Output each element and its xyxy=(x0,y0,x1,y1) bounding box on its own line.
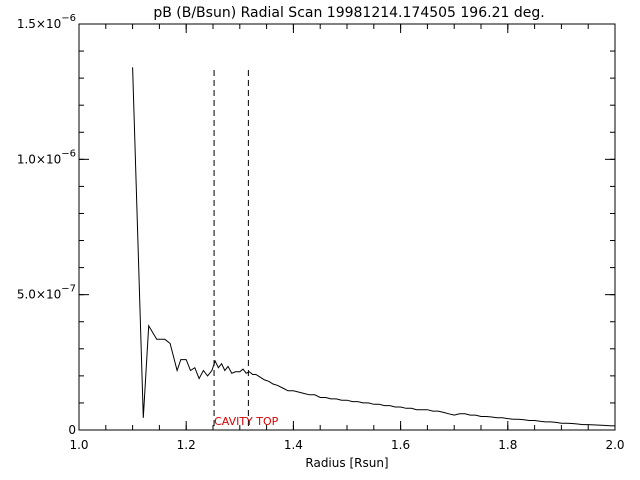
y-tick-exponent: −7 xyxy=(61,284,76,295)
axis-labels: 1.0 1.2 1.4 1.6 1.8 2.005.0×10−71.0×10−61.5×1… xyxy=(17,13,625,452)
y-tick-exponent: −6 xyxy=(61,13,76,24)
x-tick-label: 1.2 xyxy=(177,438,196,452)
y-tick-mantissa: 0 xyxy=(68,423,76,437)
x-axis-label: Radius [Rsun] xyxy=(305,456,388,470)
y-tick-mantissa: 5.0×10 xyxy=(17,288,61,302)
x-tick-label: 1.6 xyxy=(391,438,410,452)
axis-ticks xyxy=(78,23,616,431)
y-tick-label: 0 xyxy=(68,423,76,437)
cavity-top-annotation: CAVITY TOP xyxy=(214,415,279,428)
y-tick-exponent: −6 xyxy=(61,148,76,159)
y-tick-mantissa: 1.5×10 xyxy=(17,17,61,31)
chart-title: pB (B/Bsun) Radial Scan 19981214.174505 … xyxy=(153,5,544,21)
x-tick-label: 1.4 xyxy=(284,438,303,452)
x-tick-label: 1.0 xyxy=(69,438,88,452)
y-tick-label: 1.0×10−6 xyxy=(17,148,76,166)
y-tick-label: 1.5×10−6 xyxy=(17,13,76,31)
plot-marks: CAVITY TOP xyxy=(132,67,616,430)
pb-series-line xyxy=(132,67,616,427)
y-tick-label: 5.0×10−7 xyxy=(17,284,76,302)
plot-frame xyxy=(78,23,616,431)
x-tick-label: 2.0 xyxy=(605,438,624,452)
x-tick-label: 1.8 xyxy=(498,438,517,452)
y-tick-mantissa: 1.0×10 xyxy=(17,152,61,166)
